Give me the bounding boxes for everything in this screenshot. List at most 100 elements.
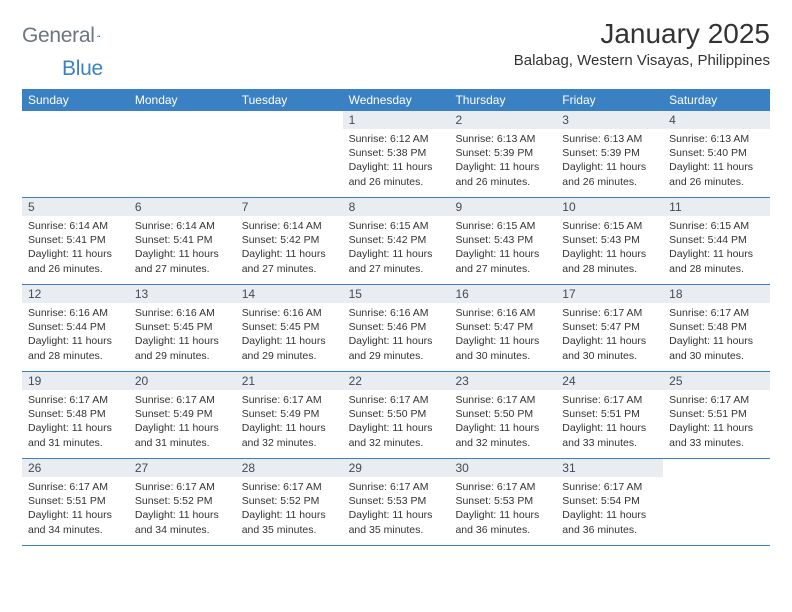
day-line-dl2: and 28 minutes. xyxy=(669,262,764,276)
day-body: Sunrise: 6:17 AMSunset: 5:51 PMDaylight:… xyxy=(663,390,770,454)
day-line-dl1: Daylight: 11 hours xyxy=(135,421,230,435)
day-line-sr: Sunrise: 6:16 AM xyxy=(28,306,123,320)
day-line-dl1: Daylight: 11 hours xyxy=(28,508,123,522)
day-number-strip: 11 xyxy=(663,198,770,216)
day-line-ss: Sunset: 5:47 PM xyxy=(455,320,550,334)
day-cell: 20Sunrise: 6:17 AMSunset: 5:49 PMDayligh… xyxy=(129,372,236,458)
day-line-dl1: Daylight: 11 hours xyxy=(242,421,337,435)
day-line-sr: Sunrise: 6:14 AM xyxy=(135,219,230,233)
day-number-strip: 17 xyxy=(556,285,663,303)
day-line-dl2: and 28 minutes. xyxy=(562,262,657,276)
brand-text-2: Blue xyxy=(62,57,103,81)
day-number: 27 xyxy=(135,461,230,475)
day-number: 19 xyxy=(28,374,123,388)
day-line-dl1: Daylight: 11 hours xyxy=(349,334,444,348)
day-cell: 5 Sunrise: 6:14 AMSunset: 5:41 PMDaylight… xyxy=(22,198,129,284)
day-number-strip: 28 xyxy=(236,459,343,477)
day-number: 5 xyxy=(28,200,123,214)
day-number-strip: 12 xyxy=(22,285,129,303)
day-cell: 15Sunrise: 6:16 AMSunset: 5:46 PMDayligh… xyxy=(343,285,450,371)
day-line-ss: Sunset: 5:38 PM xyxy=(349,146,444,160)
day-cell: 17Sunrise: 6:17 AMSunset: 5:47 PMDayligh… xyxy=(556,285,663,371)
day-line-sr: Sunrise: 6:17 AM xyxy=(455,393,550,407)
day-line-dl2: and 32 minutes. xyxy=(455,436,550,450)
day-body: Sunrise: 6:14 AMSunset: 5:41 PMDaylight:… xyxy=(22,216,129,280)
day-line-ss: Sunset: 5:43 PM xyxy=(455,233,550,247)
day-body: Sunrise: 6:15 AMSunset: 5:42 PMDaylight:… xyxy=(343,216,450,280)
day-number: 14 xyxy=(242,287,337,301)
day-body: Sunrise: 6:15 AMSunset: 5:44 PMDaylight:… xyxy=(663,216,770,280)
day-line-dl1: Daylight: 11 hours xyxy=(562,508,657,522)
day-number: 30 xyxy=(455,461,550,475)
weekday-header: Sunday xyxy=(22,89,129,111)
day-number: 10 xyxy=(562,200,657,214)
day-line-sr: Sunrise: 6:16 AM xyxy=(242,306,337,320)
day-line-ss: Sunset: 5:51 PM xyxy=(562,407,657,421)
day-number-strip: 19 xyxy=(22,372,129,390)
day-line-ss: Sunset: 5:41 PM xyxy=(135,233,230,247)
day-body: Sunrise: 6:16 AMSunset: 5:47 PMDaylight:… xyxy=(449,303,556,367)
day-line-ss: Sunset: 5:53 PM xyxy=(455,494,550,508)
day-line-ss: Sunset: 5:42 PM xyxy=(242,233,337,247)
day-line-ss: Sunset: 5:48 PM xyxy=(28,407,123,421)
day-number-strip: 25 xyxy=(663,372,770,390)
day-number: 1 xyxy=(349,113,444,127)
day-cell xyxy=(129,111,236,197)
day-cell: 10Sunrise: 6:15 AMSunset: 5:43 PMDayligh… xyxy=(556,198,663,284)
day-line-dl2: and 26 minutes. xyxy=(669,175,764,189)
day-line-ss: Sunset: 5:50 PM xyxy=(455,407,550,421)
day-cell xyxy=(663,459,770,545)
day-line-dl1: Daylight: 11 hours xyxy=(455,421,550,435)
day-line-dl2: and 28 minutes. xyxy=(28,349,123,363)
day-line-sr: Sunrise: 6:16 AM xyxy=(135,306,230,320)
day-number: 16 xyxy=(455,287,550,301)
day-line-sr: Sunrise: 6:15 AM xyxy=(455,219,550,233)
day-line-sr: Sunrise: 6:15 AM xyxy=(349,219,444,233)
day-cell: 14Sunrise: 6:16 AMSunset: 5:45 PMDayligh… xyxy=(236,285,343,371)
day-body: Sunrise: 6:17 AMSunset: 5:48 PMDaylight:… xyxy=(663,303,770,367)
day-number: 2 xyxy=(455,113,550,127)
day-line-dl1: Daylight: 11 hours xyxy=(135,334,230,348)
day-number: 4 xyxy=(669,113,764,127)
location-label: Balabag, Western Visayas, Philippines xyxy=(514,52,770,69)
day-cell: 23 Sunrise: 6:17 AMSunset: 5:50 PMDayligh… xyxy=(449,372,556,458)
day-line-dl2: and 33 minutes. xyxy=(562,436,657,450)
day-number: 7 xyxy=(242,200,337,214)
day-line-dl1: Daylight: 11 hours xyxy=(562,160,657,174)
day-line-ss: Sunset: 5:52 PM xyxy=(242,494,337,508)
day-line-dl2: and 29 minutes. xyxy=(242,349,337,363)
day-line-dl1: Daylight: 11 hours xyxy=(455,247,550,261)
day-line-sr: Sunrise: 6:17 AM xyxy=(349,480,444,494)
day-line-dl2: and 27 minutes. xyxy=(455,262,550,276)
day-number: 28 xyxy=(242,461,337,475)
day-line-sr: Sunrise: 6:17 AM xyxy=(669,306,764,320)
day-number: 20 xyxy=(135,374,230,388)
day-body: Sunrise: 6:17 AMSunset: 5:53 PMDaylight:… xyxy=(449,477,556,541)
day-body: Sunrise: 6:17 AMSunset: 5:49 PMDaylight:… xyxy=(236,390,343,454)
day-line-dl1: Daylight: 11 hours xyxy=(669,421,764,435)
day-number: 17 xyxy=(562,287,657,301)
day-line-sr: Sunrise: 6:17 AM xyxy=(562,480,657,494)
day-line-dl2: and 30 minutes. xyxy=(562,349,657,363)
day-line-sr: Sunrise: 6:14 AM xyxy=(28,219,123,233)
day-line-ss: Sunset: 5:47 PM xyxy=(562,320,657,334)
day-number: 15 xyxy=(349,287,444,301)
day-number-strip: 5 xyxy=(22,198,129,216)
day-line-ss: Sunset: 5:51 PM xyxy=(669,407,764,421)
day-line-ss: Sunset: 5:53 PM xyxy=(349,494,444,508)
day-line-ss: Sunset: 5:44 PM xyxy=(28,320,123,334)
title-block: January 2025 Balabag, Western Visayas, P… xyxy=(514,18,770,69)
day-line-dl2: and 36 minutes. xyxy=(562,523,657,537)
day-number: 23 xyxy=(455,374,550,388)
day-number-strip: 27 xyxy=(129,459,236,477)
day-cell: 18Sunrise: 6:17 AMSunset: 5:48 PMDayligh… xyxy=(663,285,770,371)
day-cell: 29Sunrise: 6:17 AMSunset: 5:53 PMDayligh… xyxy=(343,459,450,545)
day-line-ss: Sunset: 5:45 PM xyxy=(242,320,337,334)
day-cell: 19Sunrise: 6:17 AMSunset: 5:48 PMDayligh… xyxy=(22,372,129,458)
day-line-dl1: Daylight: 11 hours xyxy=(28,247,123,261)
day-cell: 21Sunrise: 6:17 AMSunset: 5:49 PMDayligh… xyxy=(236,372,343,458)
day-line-ss: Sunset: 5:39 PM xyxy=(562,146,657,160)
day-cell: 4Sunrise: 6:13 AMSunset: 5:40 PMDaylight… xyxy=(663,111,770,197)
day-body: Sunrise: 6:17 AMSunset: 5:51 PMDaylight:… xyxy=(556,390,663,454)
day-number-strip: 21 xyxy=(236,372,343,390)
